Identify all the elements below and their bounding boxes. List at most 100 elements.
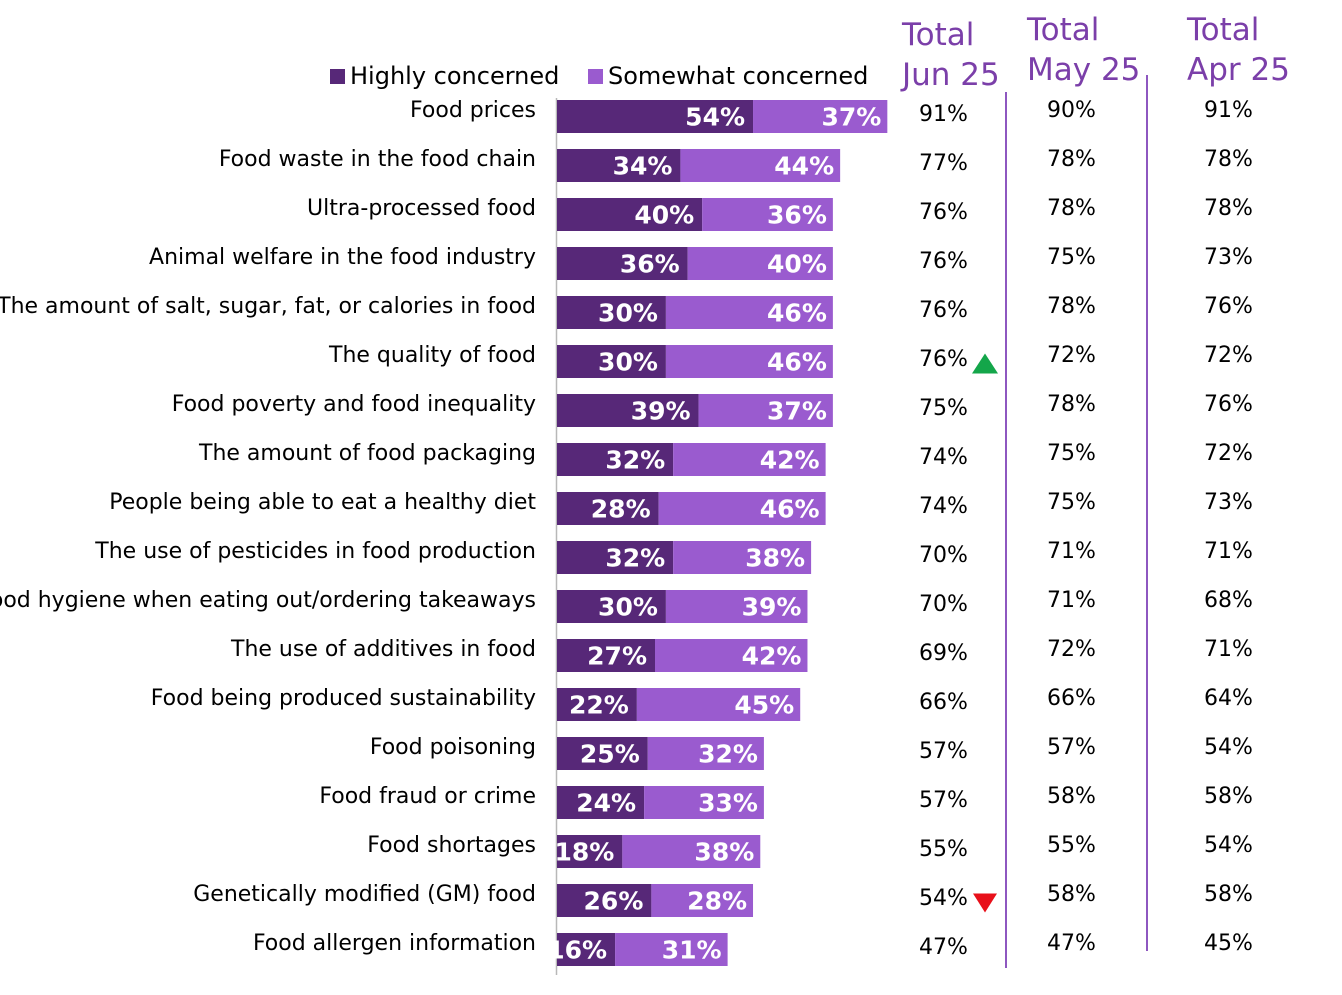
bar-value-label-highly: 40%	[634, 201, 694, 230]
total-value-apr-25: 78%	[1204, 147, 1253, 172]
category-label: The amount of food packaging	[199, 441, 536, 466]
category-label: Genetically modified (GM) food	[193, 882, 536, 907]
total-value-may-25: 58%	[1047, 882, 1096, 907]
total-value-jun-25: 77%	[919, 151, 968, 176]
total-value-apr-25: 68%	[1204, 588, 1253, 613]
bar-value-label-highly: 30%	[598, 348, 658, 377]
total-value-apr-25: 54%	[1204, 833, 1253, 858]
bar-highly-concerned	[557, 786, 645, 819]
total-value-apr-25: 76%	[1204, 294, 1253, 319]
bar-value-label-highly: 25%	[580, 740, 640, 769]
total-value-may-25: 71%	[1047, 539, 1096, 564]
bar-value-label-highly: 16%	[547, 936, 607, 965]
total-value-apr-25: 73%	[1204, 490, 1253, 515]
column-header-line1: Total	[1027, 12, 1100, 48]
total-value-apr-25: 64%	[1204, 686, 1253, 711]
total-value-may-25: 78%	[1047, 147, 1096, 172]
total-value-may-25: 66%	[1047, 686, 1096, 711]
total-value-jun-25: 66%	[919, 690, 968, 715]
bar-value-label-highly: 54%	[685, 103, 745, 132]
bar-value-label-somewhat: 39%	[742, 593, 802, 622]
bar-somewhat-concerned	[651, 884, 754, 917]
total-value-jun-25: 57%	[919, 739, 968, 764]
bar-somewhat-concerned	[644, 786, 764, 819]
total-value-may-25: 72%	[1047, 637, 1096, 662]
bar-highly-concerned	[557, 198, 703, 231]
bar-highly-concerned	[557, 639, 656, 672]
total-value-apr-25: 76%	[1204, 392, 1253, 417]
bar-somewhat-concerned	[658, 492, 826, 525]
legend-label-highly: Highly concerned	[350, 62, 560, 90]
total-value-jun-25: 76%	[919, 249, 968, 274]
column-divider	[1146, 75, 1148, 951]
bar-highly-concerned	[557, 737, 648, 770]
total-value-jun-25: 74%	[919, 445, 968, 470]
total-value-may-25: 78%	[1047, 294, 1096, 319]
total-value-jun-25: 69%	[919, 641, 968, 666]
column-header-line1: Total	[1187, 12, 1260, 48]
total-value-jun-25: 91%	[919, 102, 968, 127]
bar-highly-concerned	[557, 100, 754, 133]
bar-highly-concerned	[557, 541, 674, 574]
bar-value-label-somewhat: 40%	[767, 250, 827, 279]
bar-value-label-somewhat: 42%	[742, 642, 802, 671]
category-label: The amount of salt, sugar, fat, or calor…	[0, 294, 536, 319]
category-label: Food fraud or crime	[319, 784, 536, 809]
bar-value-label-somewhat: 37%	[821, 103, 881, 132]
total-value-apr-25: 91%	[1204, 98, 1253, 123]
bar-somewhat-concerned	[636, 688, 801, 721]
category-label: The use of pesticides in food production	[95, 539, 536, 564]
column-header-line2: May 25	[1027, 52, 1141, 88]
bar-somewhat-concerned	[673, 443, 826, 476]
column-divider	[1005, 92, 1007, 968]
legend-item-somewhat: Somewhat concerned	[588, 62, 868, 90]
bar-somewhat-concerned	[698, 394, 833, 427]
total-value-jun-25: 70%	[919, 592, 968, 617]
category-label: Food poverty and food inequality	[171, 392, 536, 417]
column-header-jun-25: Total Jun 25	[902, 15, 1000, 95]
category-label: Animal welfare in the food industry	[149, 245, 536, 270]
column-header-may-25: Total May 25	[1027, 10, 1140, 90]
column-header-line1: Total	[902, 17, 975, 53]
bar-value-label-highly: 28%	[591, 495, 651, 524]
bar-value-label-somewhat: 46%	[760, 495, 820, 524]
bar-value-label-somewhat: 44%	[774, 152, 834, 181]
total-value-apr-25: 54%	[1204, 735, 1253, 760]
category-label: Food allergen information	[252, 931, 536, 956]
bar-somewhat-concerned	[615, 933, 728, 966]
category-label: Ultra-processed food	[307, 196, 536, 221]
bar-value-label-highly: 32%	[605, 446, 665, 475]
total-value-jun-25: 74%	[919, 494, 968, 519]
category-label: Food shortages	[367, 833, 536, 858]
total-value-jun-25: 57%	[919, 788, 968, 813]
bar-value-label-highly: 30%	[598, 299, 658, 328]
total-value-jun-25: 55%	[919, 837, 968, 862]
column-header-line2: Jun 25	[902, 57, 1000, 93]
bar-highly-concerned	[557, 296, 666, 329]
bar-value-label-somewhat: 42%	[760, 446, 820, 475]
category-label: People being able to eat a healthy diet	[109, 490, 536, 515]
bar-highly-concerned	[557, 443, 674, 476]
total-value-may-25: 90%	[1047, 98, 1096, 123]
total-value-may-25: 55%	[1047, 833, 1096, 858]
bar-somewhat-concerned	[680, 149, 841, 182]
legend: Highly concerned	[330, 62, 559, 90]
category-label: The quality of food	[329, 343, 536, 368]
total-value-may-25: 47%	[1047, 931, 1096, 956]
total-value-apr-25: 73%	[1204, 245, 1253, 270]
bar-value-label-highly: 27%	[587, 642, 647, 671]
bar-somewhat-concerned	[687, 247, 833, 280]
bar-value-label-somewhat: 38%	[745, 544, 805, 573]
total-value-may-25: 71%	[1047, 588, 1096, 613]
total-value-apr-25: 58%	[1204, 882, 1253, 907]
bar-value-label-highly: 24%	[576, 789, 636, 818]
bar-value-label-highly: 30%	[598, 593, 658, 622]
bar-somewhat-concerned	[655, 639, 808, 672]
category-label: Food poisoning	[369, 735, 536, 760]
total-value-apr-25: 71%	[1204, 637, 1253, 662]
bar-highly-concerned	[557, 247, 688, 280]
category-label: Food prices	[410, 98, 536, 123]
bar-highly-concerned	[557, 492, 659, 525]
total-value-may-25: 72%	[1047, 343, 1096, 368]
